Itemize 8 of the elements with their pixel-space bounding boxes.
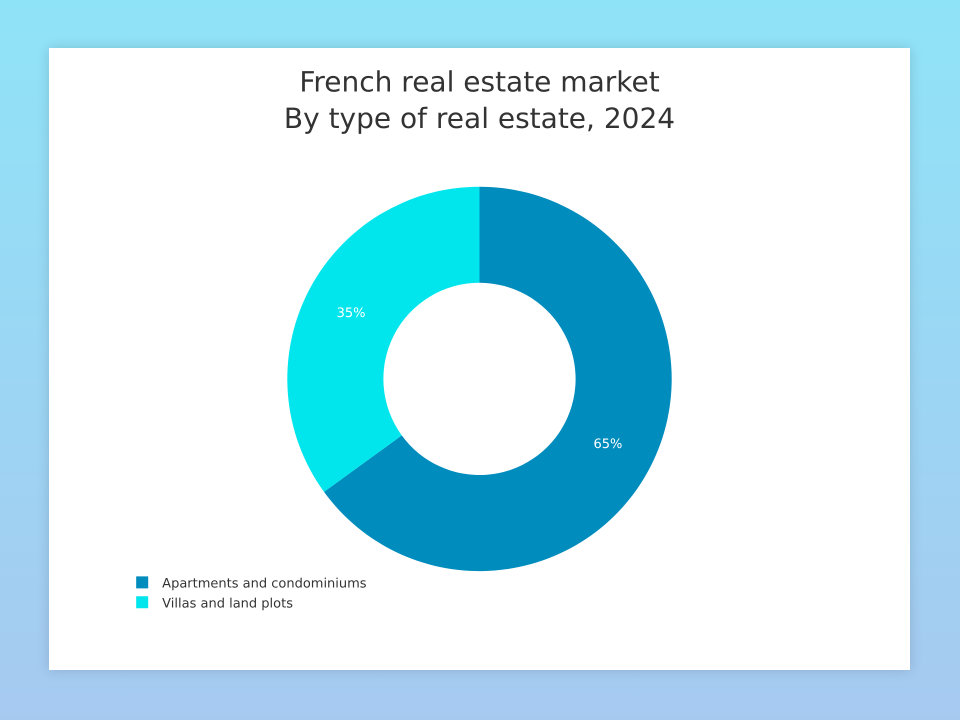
data-label: 65%	[593, 436, 622, 452]
legend-label: Apartments and condominiums	[162, 576, 367, 592]
chart-title: French real estate market	[299, 66, 660, 99]
chart-subtitle: By type of real estate, 2024	[284, 102, 676, 135]
data-label: 35%	[336, 306, 366, 321]
donut-slice	[324, 186, 672, 571]
donut-slice	[287, 186, 480, 492]
legend-label: Villas and land plots	[162, 596, 294, 612]
